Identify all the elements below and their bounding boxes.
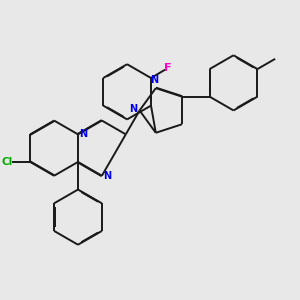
Text: N: N <box>103 171 111 181</box>
Text: N: N <box>129 104 137 114</box>
Text: N: N <box>150 75 158 85</box>
Text: N: N <box>80 129 88 139</box>
Text: Cl: Cl <box>1 157 12 167</box>
Text: F: F <box>164 63 172 74</box>
